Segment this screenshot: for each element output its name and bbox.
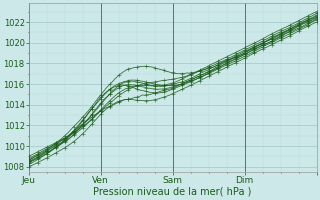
X-axis label: Pression niveau de la mer( hPa ): Pression niveau de la mer( hPa ) bbox=[93, 187, 252, 197]
